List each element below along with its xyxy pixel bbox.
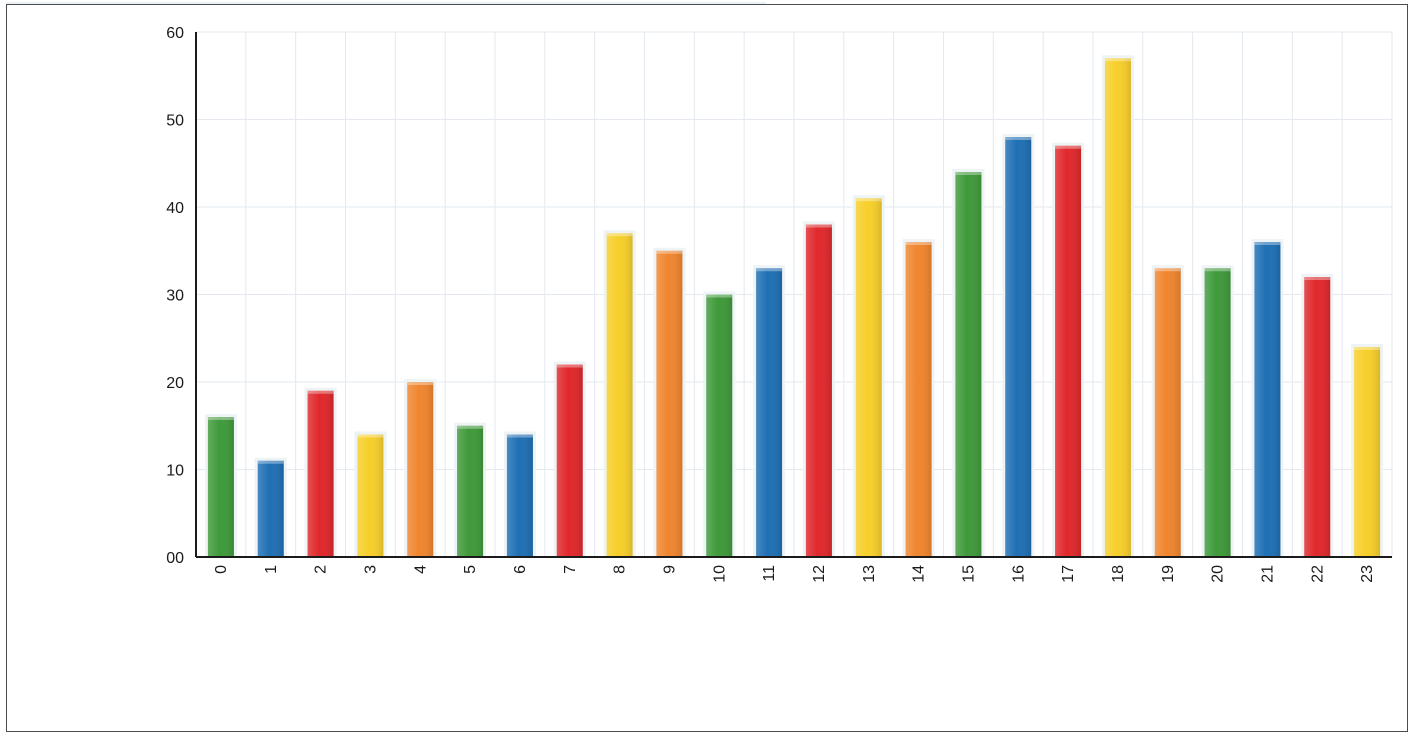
bar-shine (1254, 242, 1281, 557)
bar-cap (1254, 242, 1281, 245)
x-tick-label: 19 (1160, 565, 1177, 583)
bar-shine (706, 294, 733, 557)
bar-shine (1104, 58, 1131, 557)
bar-cap (1005, 137, 1032, 140)
x-tick-label: 8 (612, 565, 629, 574)
x-tick-label: 18 (1110, 565, 1127, 583)
bar-cap (357, 434, 384, 438)
x-tick-label: 13 (861, 565, 878, 583)
bar-cap (1204, 268, 1231, 272)
x-tick-label: 15 (960, 565, 977, 583)
bar-cap (1154, 268, 1181, 272)
bar-cap (1104, 58, 1131, 62)
bar-shine (1204, 268, 1231, 557)
y-tick-label: 10 (166, 463, 184, 480)
x-tick-label: 14 (911, 565, 928, 583)
bar-shine (407, 382, 434, 557)
bar-cap (257, 460, 284, 464)
bar-cap (606, 233, 633, 237)
bar-shine (207, 417, 234, 557)
x-tick-label: 11 (761, 565, 778, 582)
x-tick-label: 5 (462, 565, 479, 574)
x-tick-label: 3 (362, 565, 379, 574)
x-tick-label: 2 (313, 565, 330, 574)
x-tick-label: 6 (512, 565, 529, 574)
bar-shine (905, 242, 932, 557)
bar-shine (257, 460, 284, 557)
x-tick-label: 17 (1060, 565, 1077, 583)
bar-shine (1354, 347, 1381, 557)
x-tick-label: 4 (412, 565, 429, 574)
bar-cap (656, 250, 683, 254)
bar-cap (955, 172, 982, 175)
x-tick-label: 12 (811, 565, 828, 583)
bar-shine (1005, 137, 1032, 557)
bar-shine (756, 268, 783, 557)
x-tick-label: 9 (661, 565, 678, 574)
x-tick-label: 16 (1010, 565, 1027, 583)
y-tick-label: 50 (166, 113, 184, 130)
bar-shine (1055, 145, 1082, 557)
bar-shine (1154, 268, 1181, 557)
bar-shine (955, 172, 982, 557)
bar-cap (407, 382, 434, 385)
bar-shine (805, 224, 832, 557)
x-tick-label: 20 (1210, 565, 1227, 583)
bar-cap (756, 268, 783, 272)
bar-cap (706, 294, 733, 298)
bar-shine (606, 233, 633, 557)
y-tick-label: 20 (166, 375, 184, 392)
bar-cap (1354, 347, 1381, 350)
bar-cap (1304, 277, 1331, 280)
bar-cap (556, 364, 583, 368)
x-tick-label: 1 (263, 565, 280, 574)
bar-cap (506, 434, 533, 438)
x-tick-label: 7 (562, 565, 579, 574)
bar-cap (855, 198, 882, 202)
bars (204, 55, 1384, 557)
bar-cap (307, 390, 334, 394)
x-tick-label: 22 (1309, 565, 1326, 583)
bar-shine (506, 434, 533, 557)
bar-shine (457, 425, 484, 557)
bar-shine (1304, 277, 1331, 557)
y-tick-label: 00 (166, 550, 184, 567)
axes (195, 32, 1392, 558)
y-tick-label: 40 (166, 200, 184, 217)
bar-cap (207, 417, 234, 420)
x-tick-label: 10 (711, 565, 728, 583)
bar-cap (905, 242, 932, 245)
bar-shine (556, 364, 583, 557)
y-tick-label: 30 (166, 288, 184, 305)
y-tick-label: 60 (166, 25, 184, 42)
bar-shine (855, 198, 882, 557)
bar-cap (457, 425, 484, 429)
bar-shine (357, 434, 384, 557)
bar-cap (805, 224, 832, 228)
bar-shine (307, 390, 334, 557)
x-tick-label: 23 (1359, 565, 1376, 583)
x-tick-label: 21 (1259, 565, 1276, 583)
tick-labels: 0 1 2 3 4 5 6 7 8 9 10 11 12 13 14 15 16 17 18 19 20 21 22 2300… (166, 25, 1376, 583)
bar-shine (656, 250, 683, 557)
bar-cap (1055, 145, 1082, 149)
x-tick-label: 0 (213, 565, 230, 574)
